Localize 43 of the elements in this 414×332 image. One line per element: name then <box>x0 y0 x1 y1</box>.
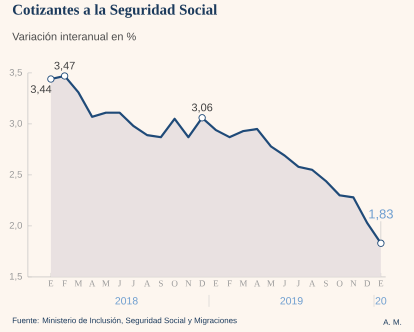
data-label: 3,47 <box>54 62 75 71</box>
x-tick-label: A <box>254 280 260 286</box>
chart-subtitle: Variación interanual en % <box>12 32 136 40</box>
x-tick-label: D <box>199 280 206 286</box>
x-tick-label: D <box>364 280 370 286</box>
x-tick-label: F <box>62 280 67 286</box>
x-tick-label: E <box>378 280 384 286</box>
x-tick-label: E <box>213 280 218 286</box>
y-tick-label: 2,5 <box>10 171 22 179</box>
x-tick-label: A <box>88 280 96 286</box>
x-tick-label: S <box>158 280 163 286</box>
x-tick-label: S <box>324 280 328 286</box>
point <box>377 240 385 247</box>
x-tick-label: J <box>283 280 286 286</box>
point <box>60 72 68 80</box>
x-tick-label: O <box>172 280 178 286</box>
x-tick-label: N <box>350 280 356 286</box>
y-tick-label: 3,0 <box>10 120 22 128</box>
x-tick-label: M <box>74 280 82 286</box>
text: 2018 <box>115 297 138 305</box>
data-label: 3,06 <box>192 104 212 113</box>
y-tick-label: 1,5 <box>10 273 22 281</box>
x-tick-label: M <box>102 280 110 286</box>
point <box>198 114 206 122</box>
x-tick-label: E <box>48 280 54 286</box>
point <box>47 75 55 83</box>
y-tick-label: 2,0 <box>10 222 22 230</box>
x-tick-label: A <box>308 280 316 286</box>
x-tick-label: M <box>240 280 248 286</box>
x-tick-label: J <box>296 280 300 286</box>
text: 20 <box>376 297 386 305</box>
x-tick-label: J <box>132 280 135 286</box>
x-tick-label: O <box>336 280 342 286</box>
x-tick-label: F <box>227 280 232 286</box>
data-label: 1,83 <box>369 209 393 220</box>
x-tick-label: J <box>118 280 122 286</box>
text: 2019 <box>280 297 303 305</box>
x-tick-label: M <box>267 280 275 286</box>
x-tick-label: N <box>185 280 192 286</box>
chart-title: Cotizantes a la Seguridad Social <box>12 4 218 18</box>
data-label: 3,44 <box>30 85 52 94</box>
y-tick-label: 3,5 <box>10 69 22 77</box>
x-tick-label: A <box>144 280 150 286</box>
